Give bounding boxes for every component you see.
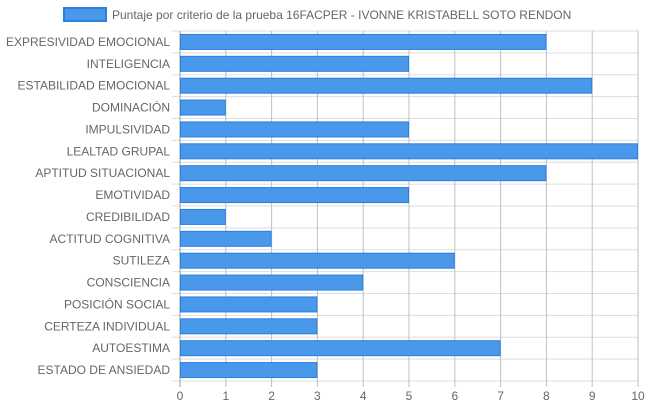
- x-tick-label: 8: [543, 389, 550, 403]
- category-label: CREDIBILIDAD: [86, 210, 170, 224]
- x-tick-label: 7: [497, 389, 504, 403]
- category-label: CERTEZA INDIVIDUAL: [44, 319, 170, 333]
- x-tick-label: 0: [177, 389, 184, 403]
- x-tick-label: 10: [631, 389, 645, 403]
- x-tick-label: 1: [222, 389, 229, 403]
- bar[interactable]: [180, 165, 547, 182]
- category-label: ACTITUD COGNITIVA: [50, 232, 170, 246]
- category-labels: EXPRESIVIDAD EMOCIONAL INTELIGENCIA ESTABI…: [6, 35, 170, 377]
- category-label: ESTABILIDAD EMOCIONAL: [18, 79, 171, 93]
- legend-swatch[interactable]: [63, 7, 107, 22]
- category-label: SUTILEZA: [113, 254, 170, 268]
- category-label: EXPRESIVIDAD EMOCIONAL: [6, 35, 170, 49]
- x-tick-label: 6: [451, 389, 458, 403]
- bar[interactable]: [180, 77, 593, 94]
- category-label: CONSCIENCIA: [87, 276, 170, 290]
- bar[interactable]: [180, 99, 226, 116]
- x-tick-label: 4: [360, 389, 367, 403]
- category-label: APTITUD SITUACIONAL: [35, 166, 170, 180]
- category-label: AUTOESTIMA: [92, 341, 170, 355]
- x-tick-label: 2: [268, 389, 275, 403]
- bar[interactable]: [180, 208, 226, 225]
- bar[interactable]: [180, 33, 547, 50]
- bar[interactable]: [180, 296, 318, 313]
- bar[interactable]: [180, 362, 318, 379]
- bar[interactable]: [180, 143, 638, 160]
- horizontal-gridlines: [172, 30, 638, 382]
- legend-label[interactable]: Puntaje por criterio de la prueba 16FACP…: [112, 8, 571, 22]
- x-tick-labels: 0 1 2 3 4 5 6 7 8 9 10: [177, 389, 645, 403]
- category-label: ESTADO DE ANSIEDAD: [38, 363, 171, 377]
- bar[interactable]: [180, 230, 272, 247]
- category-label: EMOTIVIDAD: [95, 188, 170, 202]
- x-tick-label: 9: [589, 389, 596, 403]
- bars: [180, 33, 638, 379]
- bar[interactable]: [180, 187, 409, 204]
- category-label: DOMINACIÓN: [92, 100, 170, 115]
- legend[interactable]: Puntaje por criterio de la prueba 16FACP…: [63, 7, 571, 22]
- bar[interactable]: [180, 252, 455, 269]
- category-label: IMPULSIVIDAD: [85, 122, 170, 136]
- bar[interactable]: [180, 318, 318, 335]
- category-label: LEALTAD GRUPAL: [67, 144, 171, 158]
- bar[interactable]: [180, 121, 409, 138]
- x-tick-label: 5: [406, 389, 413, 403]
- bar[interactable]: [180, 274, 364, 291]
- x-tick-label: 3: [314, 389, 321, 403]
- category-label: INTELIGENCIA: [87, 57, 170, 71]
- bar[interactable]: [180, 55, 409, 72]
- bar[interactable]: [180, 340, 501, 357]
- category-label: POSICIÓN SOCIAL: [64, 296, 170, 311]
